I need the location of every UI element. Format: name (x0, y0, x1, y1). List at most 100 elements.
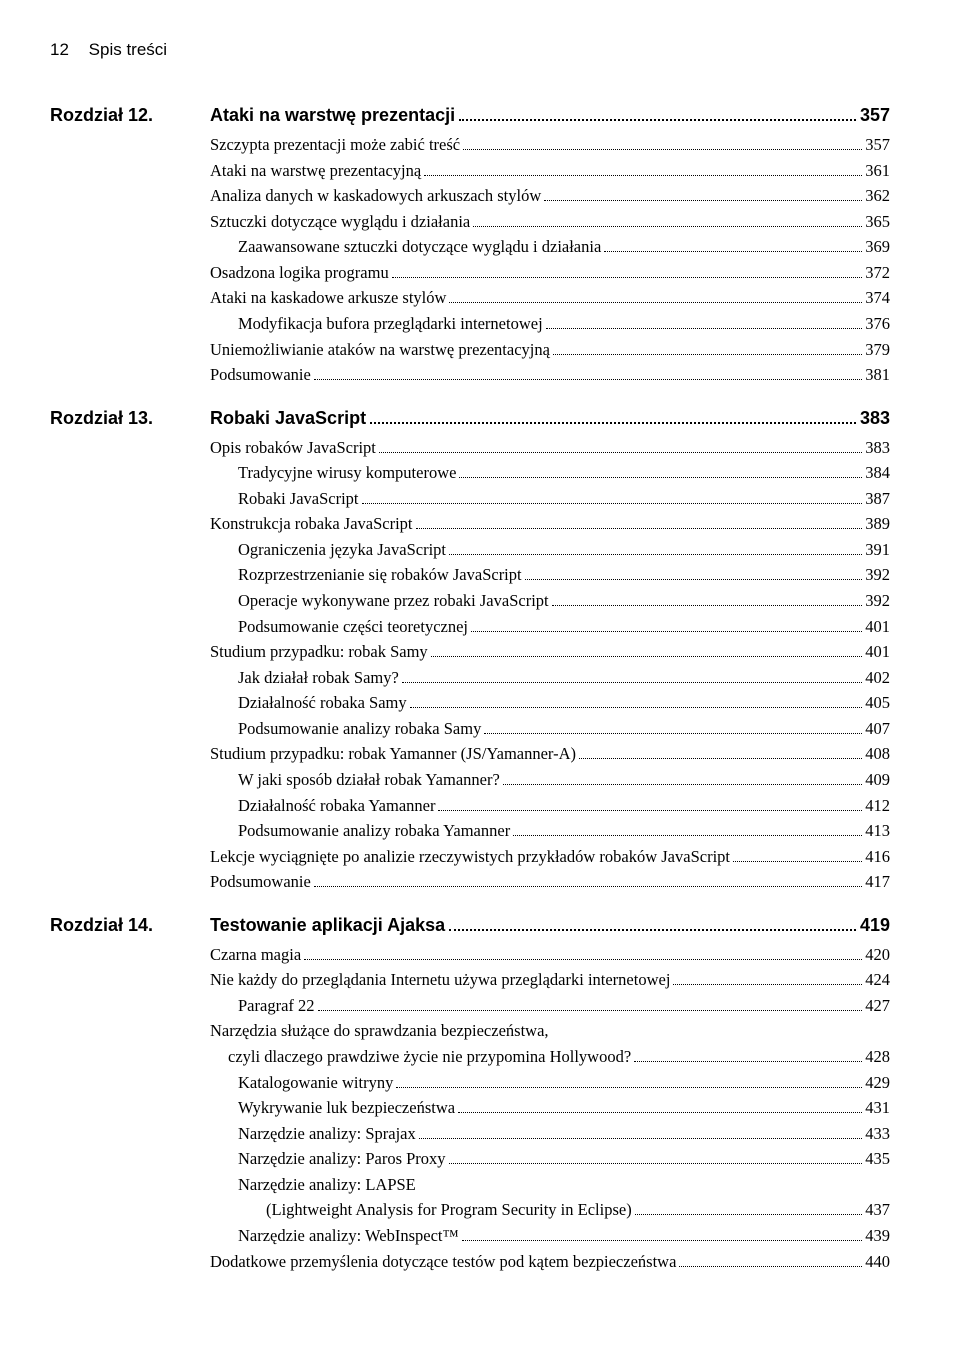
toc-entry-page: 402 (865, 665, 890, 691)
toc-entry-text: Wykrywanie luk bezpieczeństwa (238, 1095, 455, 1121)
toc-entry-page: 409 (865, 767, 890, 793)
dot-leader (459, 477, 862, 478)
dot-leader (473, 226, 862, 227)
toc-entry-page: 401 (865, 639, 890, 665)
toc-entry: Nie każdy do przeglądania Internetu używ… (210, 967, 890, 993)
dot-leader (513, 835, 862, 836)
dot-leader (634, 1061, 862, 1062)
toc-entry: Lekcje wyciągnięte po analizie rzeczywis… (210, 844, 890, 870)
dot-leader (463, 149, 862, 150)
toc-entry: Podsumowanie analizy robaka Samy407 (210, 716, 890, 742)
toc-entry-text: Katalogowanie witryny (238, 1070, 393, 1096)
dot-leader (402, 682, 862, 683)
toc-entry-text: (Lightweight Analysis for Program Securi… (266, 1197, 632, 1223)
toc-entry-page: 439 (865, 1223, 890, 1249)
toc-entry-text: czyli dlaczego prawdziwe życie nie przyp… (228, 1044, 631, 1070)
chapter-label: Rozdział 14. (50, 915, 210, 936)
toc-entry: Paragraf 22427 (210, 993, 890, 1019)
toc-entry-page: 417 (865, 869, 890, 895)
toc-entry-text: Ograniczenia języka JavaScript (238, 537, 446, 563)
toc-entry-page: 365 (865, 209, 890, 235)
chapter-title: Testowanie aplikacji Ajaksa (210, 915, 445, 936)
toc-entry-text: Sztuczki dotyczące wyglądu i działania (210, 209, 470, 235)
toc-entry: W jaki sposób działał robak Yamanner? 409 (210, 767, 890, 793)
toc-entry: Konstrukcja robaka JavaScript389 (210, 511, 890, 537)
dot-leader (449, 302, 862, 303)
toc-entry: Tradycyjne wirusy komputerowe 384 (210, 460, 890, 486)
toc-entry-text: Nie każdy do przeglądania Internetu używ… (210, 967, 670, 993)
chapter-items: Opis robaków JavaScript383Tradycyjne wir… (210, 435, 890, 895)
toc-entry-text: Modyfikacja bufora przeglądarki internet… (238, 311, 543, 337)
toc-entry-text: Czarna magia (210, 942, 301, 968)
dot-leader (362, 503, 863, 504)
toc-entry-page: 435 (865, 1146, 890, 1172)
chapter-title: Ataki na warstwę prezentacji (210, 105, 455, 126)
toc-entry-text: Ataki na kaskadowe arkusze stylów (210, 285, 446, 311)
toc-entry: Sztuczki dotyczące wyglądu i działania 36… (210, 209, 890, 235)
toc-entry-text: Tradycyjne wirusy komputerowe (238, 460, 456, 486)
page-header: 12 Spis treści (50, 40, 890, 60)
toc-entry: Dodatkowe przemyślenia dotyczące testów … (210, 1249, 890, 1275)
dot-leader (419, 1138, 863, 1139)
toc-entry-page: 361 (865, 158, 890, 184)
toc-entry-text: Działalność robaka Samy (238, 690, 407, 716)
toc-entry-page: 389 (865, 511, 890, 537)
toc-entry: Działalność robaka Yamanner412 (210, 793, 890, 819)
dot-leader (733, 861, 862, 862)
dot-leader (503, 784, 862, 785)
chapter-row: Rozdział 12.Ataki na warstwę prezentacji… (50, 105, 890, 126)
dot-leader (459, 119, 856, 121)
toc-entry-page: 357 (865, 132, 890, 158)
toc-entry: Rozprzestrzenianie się robaków JavaScrip… (210, 562, 890, 588)
dot-leader (318, 1010, 863, 1011)
toc-entry: Operacje wykonywane przez robaki JavaScr… (210, 588, 890, 614)
chapter-label: Rozdział 13. (50, 408, 210, 429)
dot-leader (449, 554, 862, 555)
dot-leader (396, 1087, 862, 1088)
chapter-row: Rozdział 14.Testowanie aplikacji Ajaksa … (50, 915, 890, 936)
toc-entry-page: 427 (865, 993, 890, 1019)
toc-entry: Studium przypadku: robak Yamanner (JS/Ya… (210, 741, 890, 767)
chapter-title-cell: Robaki JavaScript 383 (210, 408, 890, 429)
toc-entry: Ataki na warstwę prezentacyjną 361 (210, 158, 890, 184)
toc-entry-page: 408 (865, 741, 890, 767)
chapter-label: Rozdział 12. (50, 105, 210, 126)
toc-entry-page: 369 (865, 234, 890, 260)
toc-entry-page: 376 (865, 311, 890, 337)
dot-leader (462, 1240, 863, 1241)
toc-entry-text: Studium przypadku: robak Yamanner (JS/Ya… (210, 741, 576, 767)
toc-entry-page: 383 (865, 435, 890, 461)
toc-entry-text: Jak działał robak Samy? (238, 665, 399, 691)
dot-leader (431, 656, 863, 657)
toc-entry-text: Zaawansowane sztuczki dotyczące wyglądu … (238, 234, 601, 260)
toc-entry: Uniemożliwianie ataków na warstwę prezen… (210, 337, 890, 363)
dot-leader (410, 707, 863, 708)
toc-entry-page: 384 (865, 460, 890, 486)
dot-leader (635, 1214, 863, 1215)
toc-entry-text: Podsumowanie (210, 869, 311, 895)
toc-entry-page: 391 (865, 537, 890, 563)
toc-entry: Modyfikacja bufora przeglądarki internet… (210, 311, 890, 337)
toc-entry: Wykrywanie luk bezpieczeństwa 431 (210, 1095, 890, 1121)
toc-entry-text: Studium przypadku: robak Samy (210, 639, 428, 665)
toc-entry-text: Podsumowanie analizy robaka Samy (238, 716, 481, 742)
dot-leader (370, 422, 856, 424)
toc-entry-page: 374 (865, 285, 890, 311)
dot-leader (314, 379, 862, 380)
toc-entry-text: Analiza danych w kaskadowych arkuszach s… (210, 183, 541, 209)
dot-leader (673, 984, 862, 985)
toc-entry-page: 437 (865, 1197, 890, 1223)
toc-entry-text: Dodatkowe przemyślenia dotyczące testów … (210, 1249, 676, 1275)
toc-entry: Podsumowanie 417 (210, 869, 890, 895)
toc-entry-page: 431 (865, 1095, 890, 1121)
toc-entry-page: 429 (865, 1070, 890, 1096)
toc-entry: Narzędzie analizy: Paros Proxy435 (210, 1146, 890, 1172)
toc-entry: Ograniczenia języka JavaScript 391 (210, 537, 890, 563)
toc-entry: Podsumowanie części teoretycznej401 (210, 614, 890, 640)
toc-entry-text: Ataki na warstwę prezentacyjną (210, 158, 421, 184)
chapter-row: Rozdział 13.Robaki JavaScript 383 (50, 408, 890, 429)
toc-entry-page: 428 (865, 1044, 890, 1070)
dot-leader (525, 579, 863, 580)
toc-entry-continuation: Narzędzia służące do sprawdzania bezpiec… (210, 1018, 890, 1044)
toc-entry-text: W jaki sposób działał robak Yamanner? (238, 767, 500, 793)
